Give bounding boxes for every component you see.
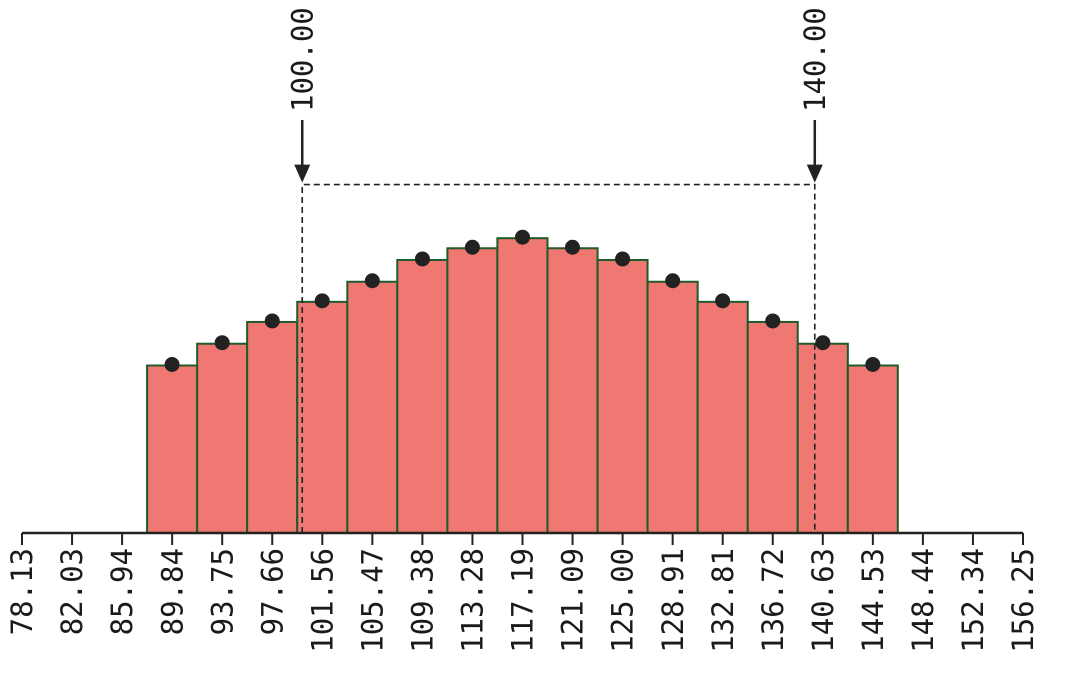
x-tick-label: 156.25 [1006,548,1040,653]
x-tick-label: 85.94 [105,548,139,635]
data-point [765,313,781,329]
histogram-bar [696,300,749,534]
range-low-label: 100.00 [285,7,319,112]
x-tick-label: 82.03 [55,548,89,635]
data-point [615,251,631,267]
x-tick-label: 101.56 [305,548,339,653]
x-tick-label: 97.66 [255,548,289,635]
histogram-bar [446,247,499,534]
histogram-bar [796,342,849,534]
x-tick-label: 144.53 [856,548,890,653]
data-point [464,239,480,255]
x-tick-label: 128.91 [656,548,690,653]
histogram-bar [346,280,399,534]
x-tick-label: 78.13 [5,548,39,635]
histogram-bar [496,237,549,534]
data-point [715,293,731,309]
data-point [414,251,430,267]
x-tick-label: 93.75 [205,548,239,635]
data-point [865,357,881,372]
x-tick-label: 121.09 [556,548,590,653]
histogram-bar [846,364,899,534]
bars-group [146,237,899,535]
data-point [314,293,330,309]
data-point [564,239,580,255]
x-tick-label: 132.81 [706,548,740,653]
data-point [264,313,280,329]
data-point [364,273,380,289]
x-tick-label: 89.84 [155,548,189,635]
x-tick-label: 117.19 [506,548,540,653]
histogram-bar [146,364,199,534]
histogram-bar [246,320,299,535]
data-point [815,335,831,351]
histogram-bar [396,258,449,534]
x-tick-label: 152.34 [956,548,990,653]
histogram-bar [296,300,349,534]
x-tick-label: 113.28 [456,548,490,653]
histogram-bar [746,320,799,535]
x-tick-label: 105.47 [356,548,390,653]
histogram-bar [646,280,699,534]
range-low-arrow-head [294,164,311,183]
x-tick-label: 125.00 [606,548,640,653]
x-tick-label: 148.44 [906,548,940,653]
range-high-arrow-head [806,164,823,183]
data-point [515,229,530,245]
range-high-label: 140.00 [798,7,832,112]
histogram-bar [196,342,249,534]
range-bracket [301,183,816,533]
x-tick-label: 140.63 [806,548,840,653]
histogram-bar [596,258,649,534]
x-tick-label: 136.72 [756,548,790,653]
points-group [164,229,881,372]
x-axis: 78.13 82.03 85.94 89.84 93.75 97.66 101.56 105.… [5,531,1040,653]
x-tick-label: 109.38 [406,548,440,653]
histogram-bar [546,247,599,534]
data-point [665,273,681,289]
data-point [214,335,230,351]
data-point [164,357,180,372]
